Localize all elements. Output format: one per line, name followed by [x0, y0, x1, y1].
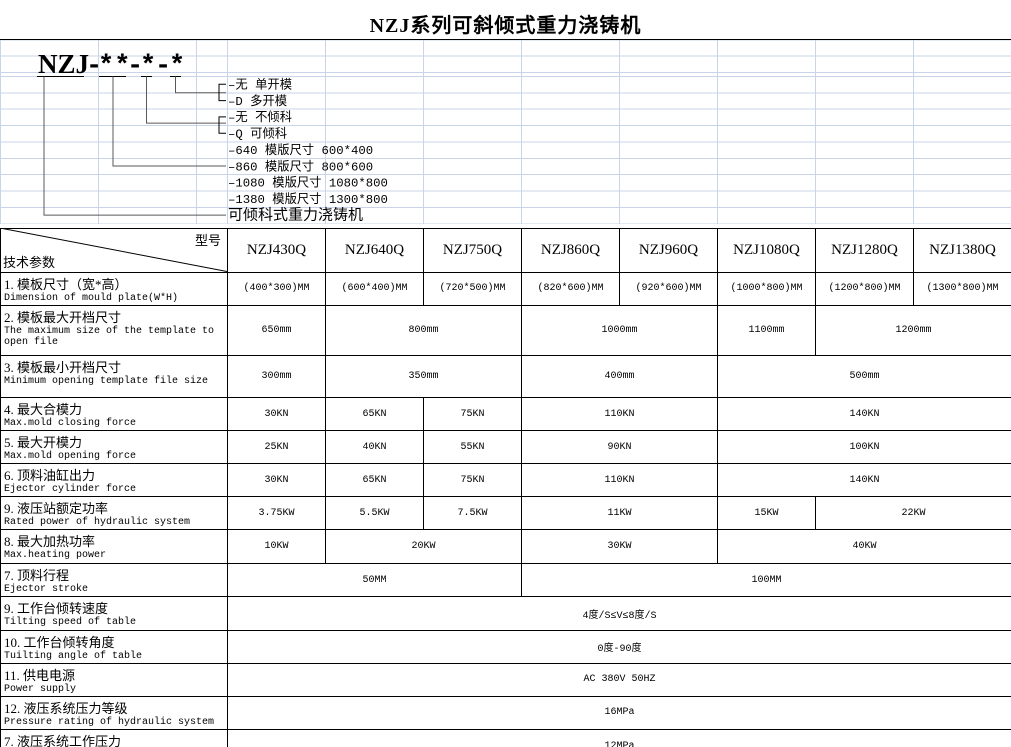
svg-text:–Q 可倾科: –Q 可倾科 — [228, 127, 287, 142]
svg-text:–1380 模版尺寸 1300*800: –1380 模版尺寸 1300*800 — [228, 192, 388, 207]
svg-text:–640 模版尺寸 600*400: –640 模版尺寸 600*400 — [228, 143, 373, 158]
svg-text:–无 单开模: –无 单开模 — [228, 78, 292, 93]
svg-text:–1080 模版尺寸 1080*800: –1080 模版尺寸 1080*800 — [228, 176, 388, 191]
svg-text:–无 不倾科: –无 不倾科 — [228, 110, 292, 125]
svg-text:**: ** — [98, 52, 130, 82]
svg-text:NZJ: NZJ — [38, 49, 89, 79]
svg-text:–D 多开模: –D 多开模 — [228, 94, 287, 109]
svg-text:可倾科式重力浇铸机: 可倾科式重力浇铸机 — [228, 206, 363, 223]
svg-text:*: * — [169, 52, 185, 82]
svg-text:*: * — [140, 52, 156, 82]
svg-text:–860 模版尺寸 800*600: –860 模版尺寸 800*600 — [228, 159, 373, 174]
